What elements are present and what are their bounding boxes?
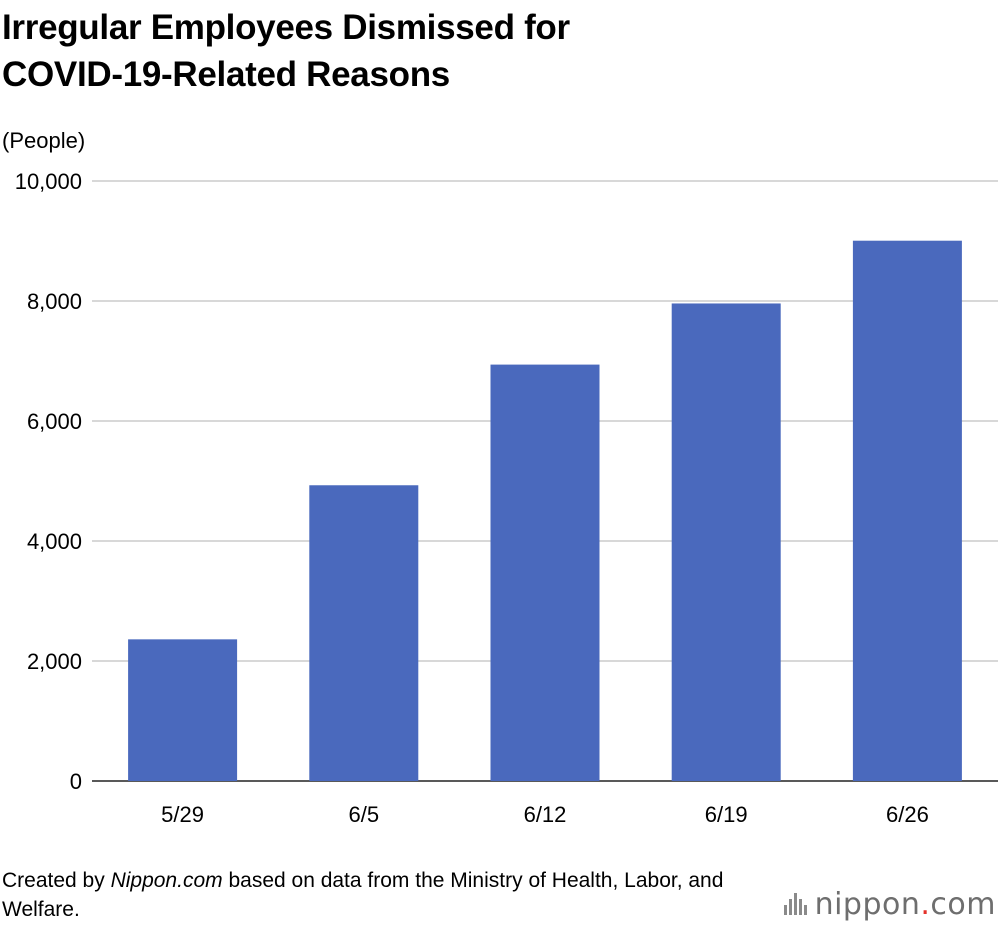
x-tick-label: 5/29 — [161, 802, 204, 827]
nippon-logo: nippon. com — [783, 884, 996, 924]
y-tick-label: 6,000 — [27, 409, 82, 434]
x-tick-label: 6/19 — [705, 802, 748, 827]
logo-dot: . — [920, 886, 931, 922]
bars — [128, 240, 962, 781]
sound-bars-icon — [783, 893, 807, 915]
x-tick-label: 6/12 — [524, 802, 567, 827]
bar-6-19 — [671, 303, 781, 781]
logo-name: nippon — [814, 886, 921, 922]
source-note-suffix: based on data from the Ministry of Healt… — [2, 869, 724, 921]
logo-tld: com — [930, 886, 996, 922]
y-tick-label: 8,000 — [27, 289, 82, 314]
x-tick-label: 6/5 — [349, 802, 380, 827]
bar-6-12 — [490, 364, 600, 781]
bar-6-26 — [852, 240, 962, 781]
source-note: Created by Nippon.com based on data from… — [2, 866, 762, 924]
chart-title: Irregular Employees Dismissed for COVID-… — [2, 4, 962, 98]
y-axis-unit-label: (People) — [2, 128, 85, 153]
y-axis-tick-labels: 0 2,000 4,000 6,000 8,000 10,000 — [15, 169, 82, 794]
x-tick-label: 6/26 — [886, 802, 929, 827]
chart-title-line-2: COVID-19-Related Reasons — [2, 55, 450, 94]
chart-title-line-1: Irregular Employees Dismissed for — [2, 8, 570, 47]
x-axis-tick-labels: 5/29 6/5 6/12 6/19 6/26 — [161, 802, 929, 827]
source-note-site: Nippon.com — [110, 869, 223, 892]
bar-6-5 — [309, 485, 419, 781]
y-tick-label: 2,000 — [27, 649, 82, 674]
source-note-prefix: Created by — [2, 869, 111, 892]
y-tick-label: 0 — [70, 769, 82, 794]
bar-5-29 — [128, 639, 238, 781]
y-tick-label: 4,000 — [27, 529, 82, 554]
y-tick-label: 10,000 — [15, 169, 82, 194]
